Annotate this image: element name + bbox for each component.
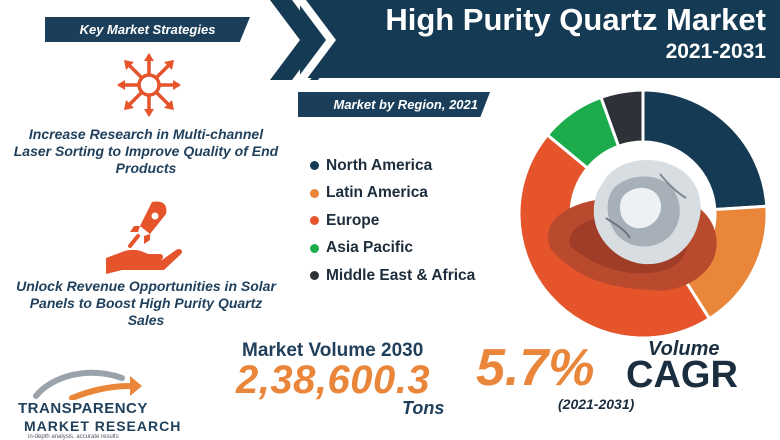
market-volume-unit: Tons	[402, 398, 445, 418]
header-band	[300, 0, 780, 78]
legend-item: Europe	[310, 207, 475, 235]
quartz-rock-image	[548, 160, 717, 291]
legend-dot	[310, 188, 319, 198]
strategies-label: Key Market Strategies	[45, 17, 250, 42]
legend-label: Asia Pacific	[326, 239, 414, 257]
page-years: 2021-2031	[665, 40, 766, 63]
legend-dot	[310, 243, 319, 253]
header-chevron-decoration	[270, 0, 348, 80]
network-icon	[117, 53, 181, 117]
cagr-volume-word: Volume	[648, 338, 720, 360]
market-volume-label: Market Volume 2030	[242, 340, 424, 361]
donut-slice-middle-east-africa	[599, 88, 645, 149]
cagr-value: 5.7%	[476, 339, 595, 397]
logo-name-line2: MARKET RESEARCH	[24, 418, 182, 434]
cagr-word: CAGR	[626, 354, 738, 396]
market-volume-value: 2,38,600.3	[236, 358, 431, 402]
legend-dot	[310, 216, 319, 226]
page-title: High Purity Quartz Market	[385, 2, 766, 37]
donut-slice-north-america	[641, 88, 769, 212]
legend-label: Middle East & Africa	[326, 266, 476, 284]
strategy-text-1: Increase Research in Multi-channel Laser…	[13, 126, 279, 176]
rocket-hand-icon	[106, 201, 183, 274]
logo-tagline: in-depth analysis, accurate results	[28, 434, 119, 440]
logo-name-line1: TRANSPARENCY	[18, 400, 148, 417]
legend-item: North America	[310, 152, 475, 180]
chart-legend: North America Latin America Europe Asia …	[310, 152, 475, 290]
legend-label: North America	[326, 156, 433, 174]
strategy-text-2: Unlock Revenue Opportunities in Solar Pa…	[16, 278, 276, 328]
region-label: Market by Region, 2021	[298, 92, 490, 117]
legend-dot	[310, 271, 319, 281]
legend-label: Europe	[326, 211, 380, 229]
legend-dot	[310, 161, 319, 171]
logo-swoosh-icon	[33, 369, 142, 400]
cagr-period: (2021-2031)	[558, 396, 635, 412]
legend-item: Asia Pacific	[310, 235, 475, 263]
legend-item: Latin America	[310, 180, 475, 208]
region-donut-chart	[517, 88, 769, 340]
legend-label: Latin America	[326, 184, 428, 202]
legend-item: Middle East & Africa	[310, 262, 475, 290]
